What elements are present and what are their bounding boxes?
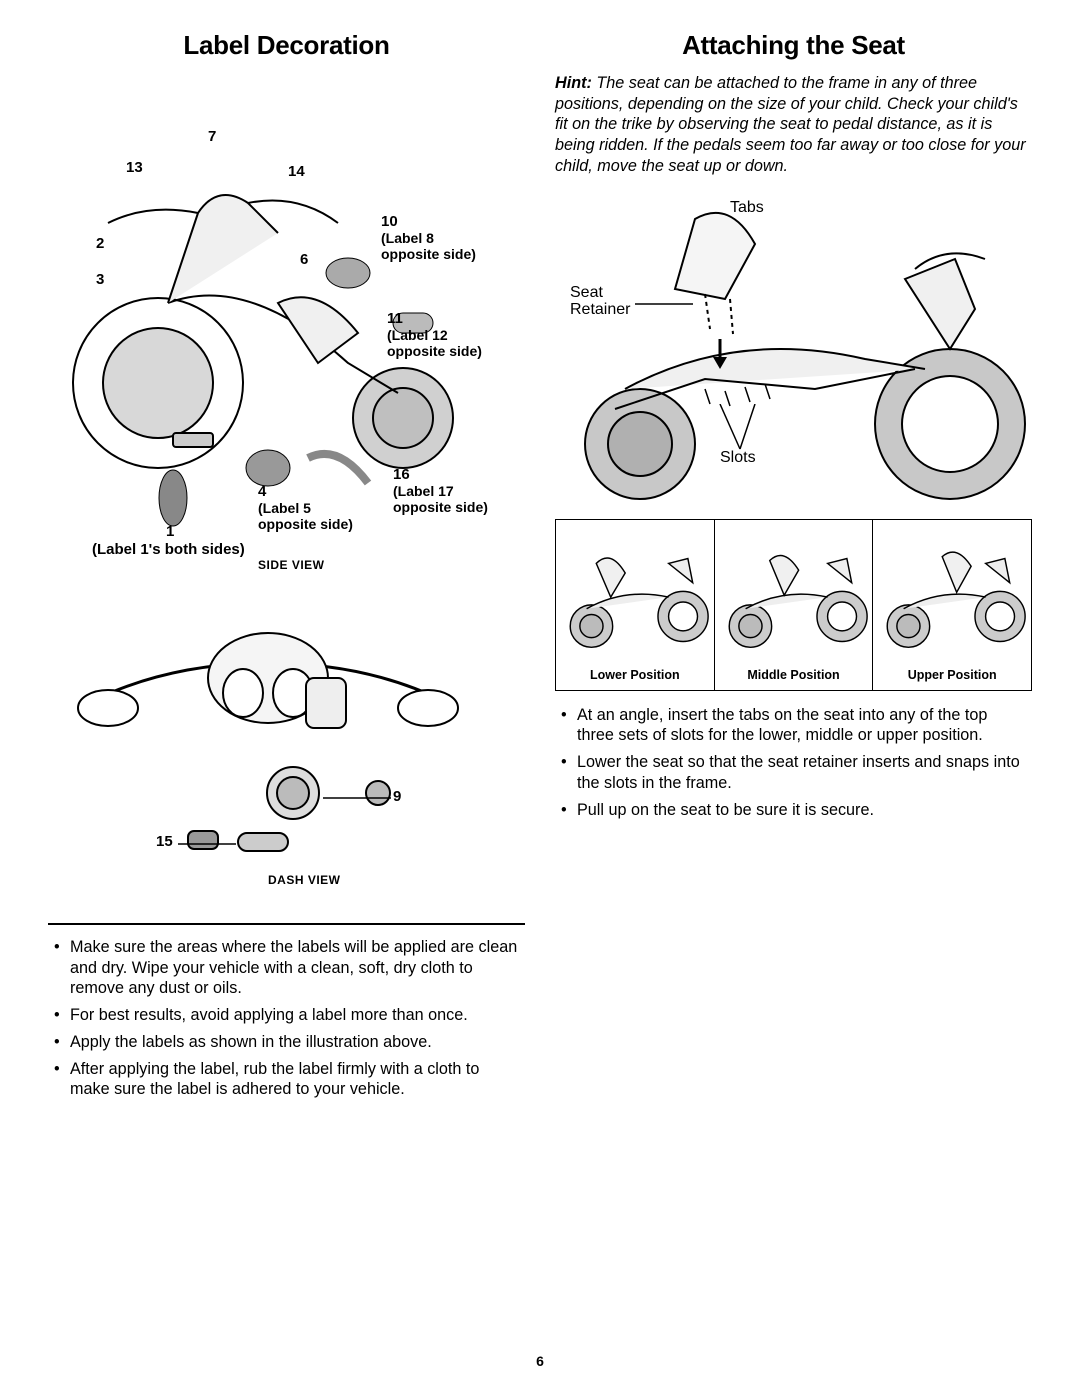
label-seat-retainer: Seat Retainer xyxy=(570,284,630,319)
seat-main-diagram: Tabs Seat Retainer Slots xyxy=(555,189,1032,519)
right-bullet-2: Lower the seat so that the seat retainer… xyxy=(559,752,1028,793)
position-lower-cell: Lower Position xyxy=(556,520,715,690)
lower-position-illustration xyxy=(556,520,714,655)
attaching-seat-bullets: At an angle, insert the tabs on the seat… xyxy=(555,705,1032,821)
callout-1-sub: (Label 1's both sides) xyxy=(92,541,245,558)
callout-10-sub2: opposite side) xyxy=(381,246,476,262)
callout-11-sub2: opposite side) xyxy=(387,343,482,359)
label-seat-retainer-l2: Retainer xyxy=(570,301,630,318)
callout-10-sub1: (Label 8 xyxy=(381,230,476,246)
callout-16-num: 16 xyxy=(393,466,410,483)
label-decoration-bullets: Make sure the areas where the labels wil… xyxy=(48,937,525,1100)
page-number: 6 xyxy=(0,1353,1080,1369)
callout-4: 4 (Label 5 opposite side) xyxy=(258,483,353,532)
callout-2: 2 xyxy=(96,235,104,252)
dash-view-caption: DASH VIEW xyxy=(268,873,341,887)
leader-line-retainer xyxy=(635,302,695,306)
hint-paragraph: Hint: The seat can be attached to the fr… xyxy=(555,73,1032,177)
seat-positions-row: Lower Position Middle Position xyxy=(555,519,1032,691)
callout-7: 7 xyxy=(208,128,216,145)
callout-10-num: 10 xyxy=(381,213,398,230)
left-bullet-4: After applying the label, rub the label … xyxy=(52,1059,521,1100)
callout-11-sub1: (Label 12 xyxy=(387,327,482,343)
callout-16-sub2: opposite side) xyxy=(393,499,488,515)
callout-4-sub1: (Label 5 xyxy=(258,500,353,516)
label-decoration-title: Label Decoration xyxy=(48,30,525,61)
left-column: Label Decoration xyxy=(48,30,525,1106)
right-bullet-1: At an angle, insert the tabs on the seat… xyxy=(559,705,1028,746)
callout-4-num: 4 xyxy=(258,483,266,500)
side-view-figure: 7 13 14 2 3 6 10 (Label 8 opposite side)… xyxy=(48,73,525,543)
label-seat-retainer-l1: Seat xyxy=(570,284,603,301)
callout-13: 13 xyxy=(126,159,143,176)
callout-1: 1 xyxy=(166,523,174,540)
callout-6: 6 xyxy=(300,251,308,268)
callout-15: 15 xyxy=(156,833,173,850)
hint-text: The seat can be attached to the frame in… xyxy=(555,74,1026,175)
label-tabs: Tabs xyxy=(730,199,764,217)
callout-14: 14 xyxy=(288,163,305,180)
upper-position-illustration xyxy=(873,520,1031,655)
callout-11-num: 11 xyxy=(387,310,403,327)
position-middle-cell: Middle Position xyxy=(715,520,874,690)
dash-view-figure: 9 15 DASH VIEW xyxy=(48,593,525,893)
seat-trike-illustration xyxy=(555,189,1035,509)
callout-9: 9 xyxy=(393,788,401,805)
leader-line-15 xyxy=(178,842,238,846)
left-bullet-1: Make sure the areas where the labels wil… xyxy=(52,937,521,999)
hint-label: Hint: xyxy=(555,74,592,92)
callout-10: 10 (Label 8 opposite side) xyxy=(381,213,476,262)
left-bullet-2: For best results, avoid applying a label… xyxy=(52,1005,521,1026)
callout-16-sub1: (Label 17 xyxy=(393,483,488,499)
right-bullet-3: Pull up on the seat to be sure it is sec… xyxy=(559,800,1028,821)
left-bullet-3: Apply the labels as shown in the illustr… xyxy=(52,1032,521,1053)
callout-1-num: 1 xyxy=(166,523,174,540)
callout-16: 16 (Label 17 opposite side) xyxy=(393,466,488,515)
right-column: Attaching the Seat Hint: The seat can be… xyxy=(555,30,1032,1106)
callout-4-sub2: opposite side) xyxy=(258,516,353,532)
upper-position-caption: Upper Position xyxy=(873,668,1031,682)
position-upper-cell: Upper Position xyxy=(873,520,1031,690)
attaching-seat-title: Attaching the Seat xyxy=(555,30,1032,61)
separator-rule xyxy=(48,923,525,925)
middle-position-caption: Middle Position xyxy=(715,668,873,682)
trike-dash-illustration xyxy=(48,593,488,873)
callout-3: 3 xyxy=(96,271,104,288)
callout-11: 11 (Label 12 opposite side) xyxy=(387,310,482,359)
middle-position-illustration xyxy=(715,520,873,655)
leader-line-slots xyxy=(715,404,765,454)
lower-position-caption: Lower Position xyxy=(556,668,714,682)
side-view-caption: SIDE VIEW xyxy=(258,558,325,572)
leader-line-9 xyxy=(323,796,393,800)
